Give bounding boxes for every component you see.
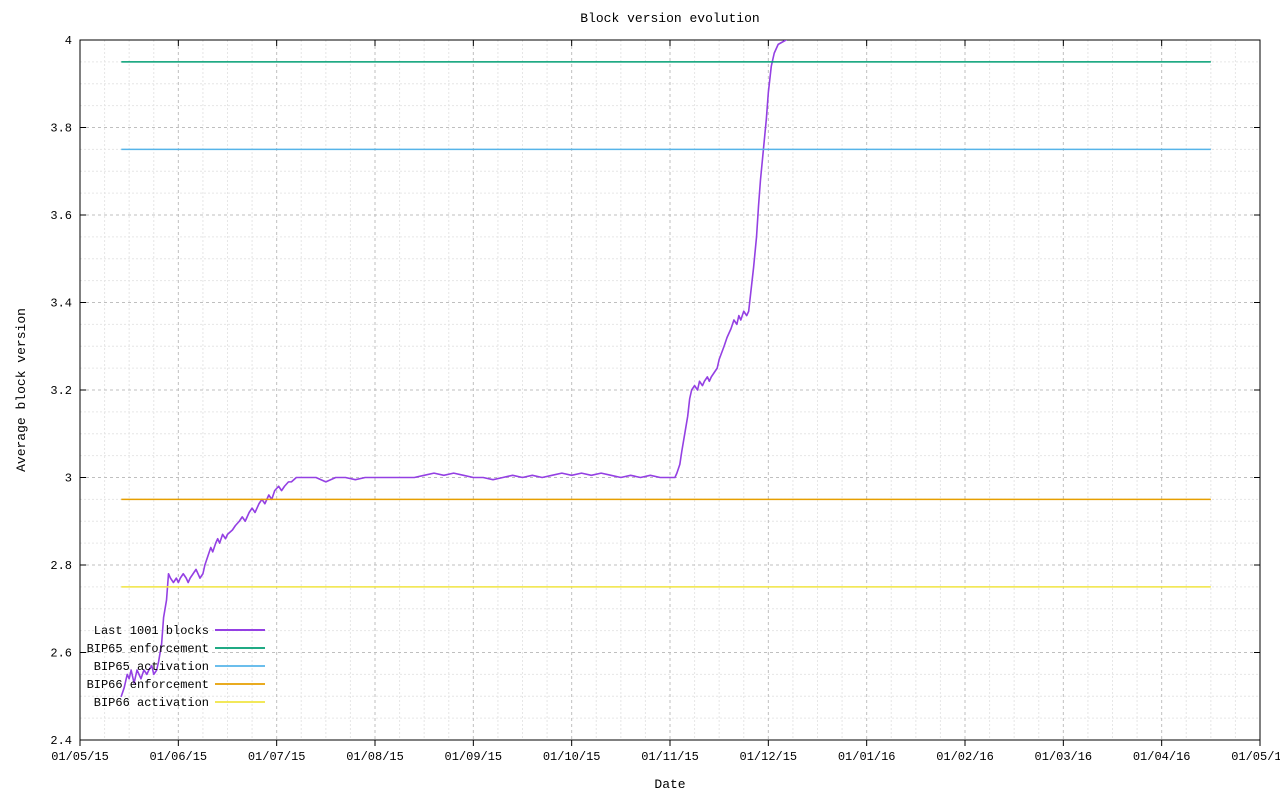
x-tick-label: 01/08/15 bbox=[346, 750, 404, 764]
y-tick-label: 2.4 bbox=[50, 734, 72, 748]
legend-label: Last 1001 blocks bbox=[94, 624, 209, 638]
x-tick-label: 01/10/15 bbox=[543, 750, 601, 764]
legend-label: BIP65 enforcement bbox=[87, 642, 209, 656]
legend-label: BIP66 activation bbox=[94, 696, 209, 710]
x-axis-label: Date bbox=[654, 777, 685, 792]
legend-label: BIP65 activation bbox=[94, 660, 209, 674]
x-tick-label: 01/09/15 bbox=[445, 750, 503, 764]
y-tick-label: 3.2 bbox=[50, 384, 72, 398]
block-version-chart: 01/05/15 01/06/15 01/07/15 01/08/15 01/09/15… bbox=[0, 0, 1280, 800]
y-tick-label: 3.8 bbox=[50, 122, 72, 136]
chart-title: Block version evolution bbox=[580, 11, 759, 26]
x-tick-label: 01/11/15 bbox=[641, 750, 699, 764]
x-tick-label: 01/07/15 bbox=[248, 750, 306, 764]
y-tick-label: 3 bbox=[65, 472, 72, 486]
x-tick-label: 01/05/16 bbox=[1231, 750, 1280, 764]
x-tick-label: 01/05/15 bbox=[51, 750, 109, 764]
x-tick-label: 01/06/15 bbox=[150, 750, 208, 764]
x-tick-label: 01/04/16 bbox=[1133, 750, 1191, 764]
y-tick-label: 2.6 bbox=[50, 647, 72, 661]
x-tick-label: 01/01/16 bbox=[838, 750, 896, 764]
x-tick-label: 01/12/15 bbox=[740, 750, 798, 764]
y-axis-label: Average block version bbox=[14, 308, 29, 472]
y-tick-label: 3.4 bbox=[50, 297, 72, 311]
y-tick-label: 3.6 bbox=[50, 209, 72, 223]
x-tick-label: 01/02/16 bbox=[936, 750, 994, 764]
legend-label: BIP66 enforcement bbox=[87, 678, 209, 692]
y-tick-label: 4 bbox=[65, 34, 72, 48]
x-tick-label: 01/03/16 bbox=[1035, 750, 1093, 764]
y-tick-label: 2.8 bbox=[50, 559, 72, 573]
